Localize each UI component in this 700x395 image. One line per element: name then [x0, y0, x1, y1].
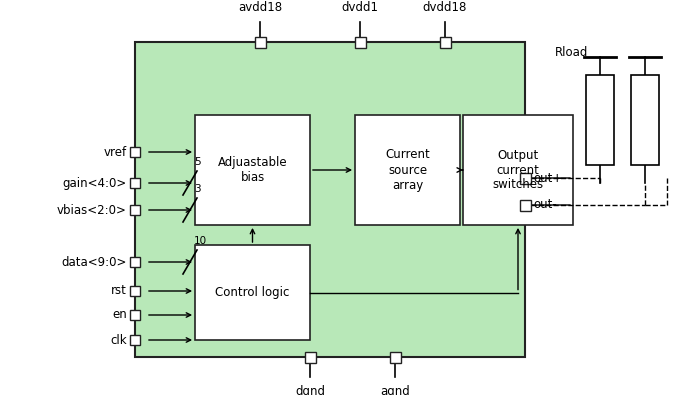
Text: out-: out-	[533, 199, 557, 211]
Bar	[195, 245, 310, 340]
Bar	[130, 205, 140, 215]
Bar	[130, 310, 140, 320]
Text: Rload: Rload	[554, 47, 588, 60]
Bar	[130, 286, 140, 296]
Text: Current
source
array: Current source array	[385, 149, 430, 192]
Text: dgnd: dgnd	[295, 385, 325, 395]
Text: clk: clk	[111, 333, 127, 346]
Text: out+: out+	[533, 171, 562, 184]
Text: dvdd18: dvdd18	[423, 1, 467, 14]
Text: dvdd1: dvdd1	[342, 1, 379, 14]
Text: Control logic: Control logic	[216, 286, 290, 299]
Bar	[304, 352, 316, 363]
Text: 5: 5	[194, 157, 201, 167]
Bar	[195, 115, 310, 225]
Text: vref: vref	[104, 145, 127, 158]
Bar	[463, 115, 573, 225]
Text: 3: 3	[194, 184, 201, 194]
Bar	[354, 36, 365, 47]
Bar	[130, 147, 140, 157]
Bar	[135, 42, 525, 357]
Bar	[519, 173, 531, 184]
Text: vbias<2:0>: vbias<2:0>	[57, 203, 127, 216]
Bar	[440, 36, 451, 47]
Text: 10: 10	[194, 236, 207, 246]
Text: data<9:0>: data<9:0>	[62, 256, 127, 269]
Text: avdd18: avdd18	[238, 1, 282, 14]
Bar	[255, 36, 265, 47]
Bar	[130, 257, 140, 267]
Bar	[130, 335, 140, 345]
Text: agnd: agnd	[380, 385, 410, 395]
Text: Output
current
switches: Output current switches	[492, 149, 544, 192]
Bar	[389, 352, 400, 363]
Text: rst: rst	[111, 284, 127, 297]
Bar	[519, 199, 531, 211]
Bar	[631, 75, 659, 165]
Text: en: en	[112, 308, 127, 322]
Text: Adjuastable
bias: Adjuastable bias	[218, 156, 287, 184]
Bar	[130, 178, 140, 188]
Text: gain<4:0>: gain<4:0>	[63, 177, 127, 190]
Bar	[355, 115, 460, 225]
Bar	[586, 75, 614, 165]
